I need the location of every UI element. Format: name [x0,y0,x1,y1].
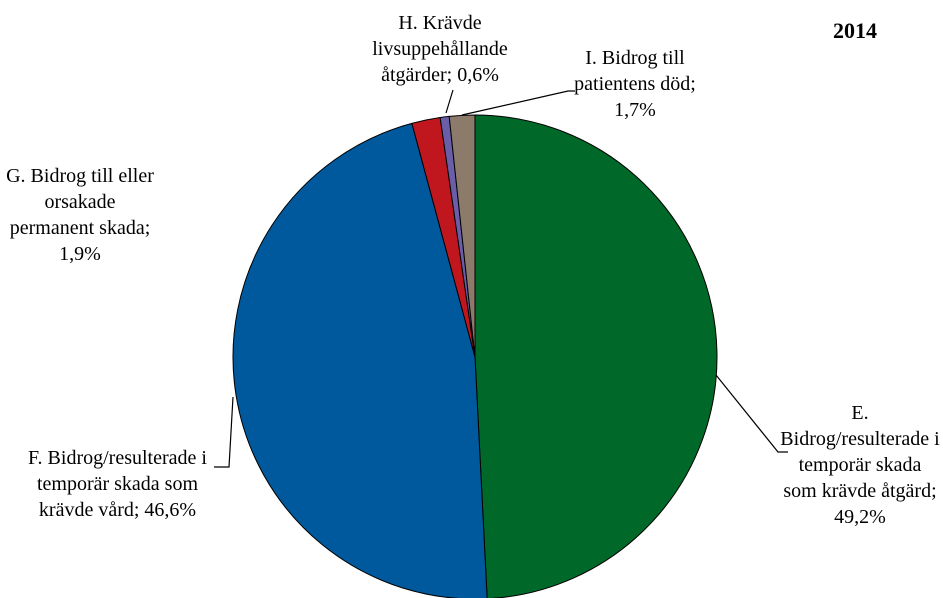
pie-slice [232,122,488,598]
leader-lines [214,89,788,468]
pie-slice [474,114,718,598]
chart-title: 2014 [833,18,877,43]
leader-line [445,89,454,114]
slice-label: F. Bidrog/resulterade i temporär skada s… [28,447,207,521]
slice-label: G. Bidrog till eller orsakade permanent … [6,165,154,265]
slice-label: E. Bidrog/resulterade i temporär skada s… [780,402,940,528]
slice-label: I. Bidrog till patientens död; 1,7% [574,47,696,121]
leader-line [715,374,788,453]
leader-line [214,396,234,468]
leader-line [461,90,575,116]
slice-label: H. Krävde livsuppehållande åtgärder; 0,6… [372,12,508,86]
